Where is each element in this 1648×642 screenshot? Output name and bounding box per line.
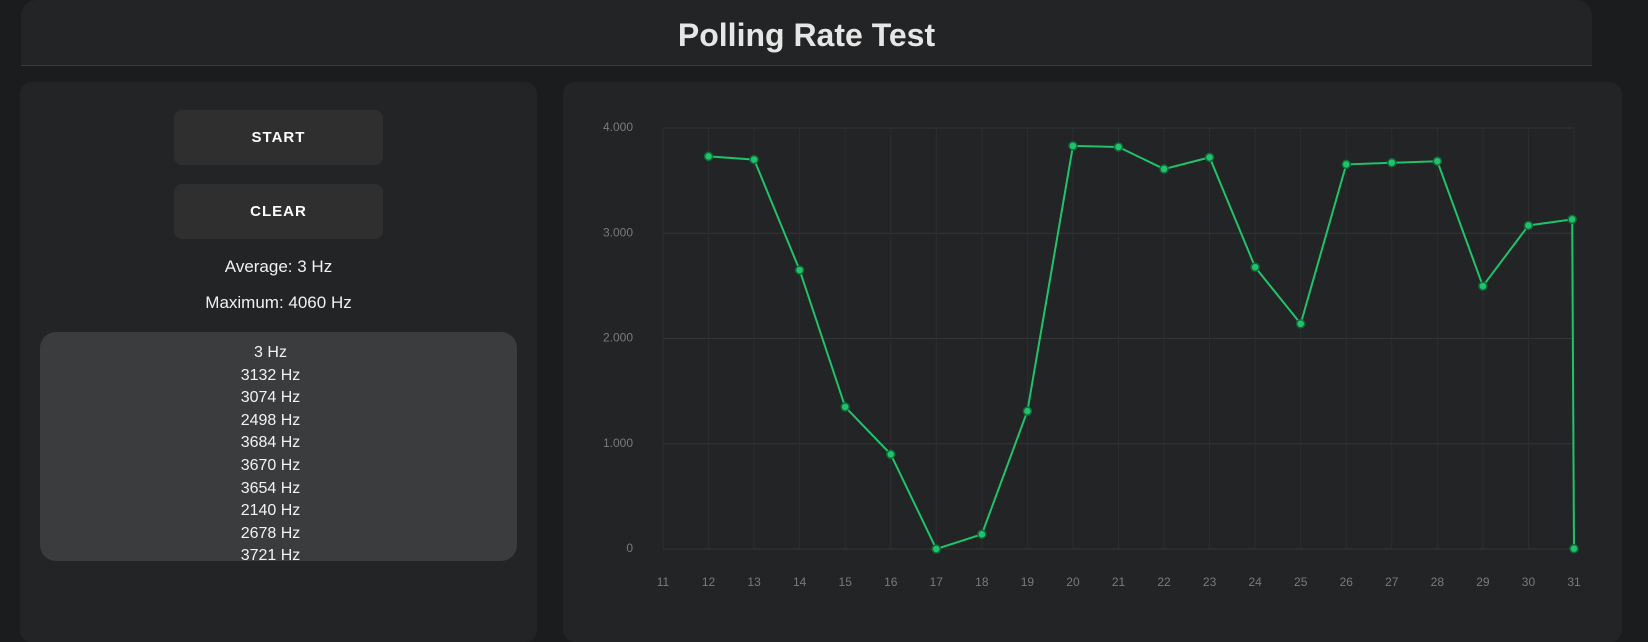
reading-item: 3074 Hz bbox=[240, 389, 301, 407]
control-panel: START CLEAR Average: 3 Hz Maximum: 4060 … bbox=[20, 82, 537, 642]
reading-item: 3 Hz bbox=[254, 344, 287, 361]
x-tick-label: 19 bbox=[1021, 575, 1035, 589]
reading-item: 3684 Hz bbox=[240, 434, 301, 452]
data-point bbox=[749, 154, 759, 165]
data-point bbox=[931, 544, 942, 554]
data-point bbox=[886, 449, 896, 460]
data-point bbox=[1113, 142, 1124, 152]
x-tick-label: 31 bbox=[1567, 575, 1581, 589]
reading-item: 2678 Hz bbox=[240, 524, 301, 542]
x-tick-label: 23 bbox=[1203, 575, 1217, 589]
data-point bbox=[1569, 543, 1579, 554]
y-tick-label: 1.000 bbox=[603, 436, 633, 450]
x-tick-label: 30 bbox=[1522, 575, 1536, 589]
x-tick-label: 17 bbox=[930, 575, 944, 589]
x-tick-label: 14 bbox=[793, 575, 807, 589]
x-tick-label: 22 bbox=[1157, 575, 1171, 589]
data-point bbox=[1387, 157, 1397, 168]
x-tick-label: 21 bbox=[1112, 575, 1126, 589]
page-title: Polling Rate Test bbox=[677, 17, 936, 53]
x-tick-label: 20 bbox=[1066, 575, 1080, 589]
x-tick-label: 26 bbox=[1340, 575, 1354, 589]
data-point bbox=[1523, 220, 1534, 231]
reading-item: 3654 Hz bbox=[240, 479, 301, 497]
clear-button[interactable]: CLEAR bbox=[174, 184, 383, 239]
x-tick-label: 13 bbox=[747, 575, 761, 589]
x-tick-label: 12 bbox=[702, 575, 716, 589]
y-tick-label: 0 bbox=[626, 541, 633, 555]
x-tick-label: 27 bbox=[1385, 575, 1399, 589]
x-tick-label: 28 bbox=[1431, 575, 1445, 589]
reading-item: 3670 Hz bbox=[240, 456, 301, 474]
x-tick-label: 18 bbox=[975, 575, 989, 589]
x-tick-label: 25 bbox=[1294, 575, 1308, 589]
data-point bbox=[1159, 164, 1169, 174]
data-point bbox=[1204, 152, 1215, 163]
reading-item: 3132 Hz bbox=[240, 366, 301, 384]
x-tick-label: 11 bbox=[657, 575, 670, 589]
reading-item: 2498 Hz bbox=[240, 411, 301, 429]
start-button[interactable]: START bbox=[174, 110, 383, 165]
data-point bbox=[1341, 159, 1351, 170]
data-point bbox=[1068, 141, 1078, 151]
reading-item: 2140 Hz bbox=[240, 502, 301, 520]
data-point bbox=[977, 529, 987, 540]
x-tick-label: 24 bbox=[1248, 575, 1262, 589]
chart-panel: 0 1.000 2.000 3.000 4.000 11 12 13 14 15 16 17 18 19 2… bbox=[563, 82, 1622, 642]
y-tick-label: 2.000 bbox=[603, 331, 633, 345]
header: Polling Rate Test bbox=[21, 0, 1592, 66]
chart: 0 1.000 2.000 3.000 4.000 11 12 13 14 15 16 17 18 19 2… bbox=[603, 120, 1581, 589]
x-tick-label: 29 bbox=[1476, 575, 1490, 589]
reading-item: 3721 Hz bbox=[240, 547, 301, 561]
data-point bbox=[1567, 214, 1577, 225]
data-point bbox=[794, 265, 805, 275]
data-point bbox=[1022, 406, 1033, 416]
data-point bbox=[1478, 281, 1488, 291]
x-tick-label: 15 bbox=[839, 575, 853, 589]
y-tick-label: 4.000 bbox=[603, 120, 633, 134]
x-tick-label: 16 bbox=[884, 575, 898, 589]
y-tick-label: 3.000 bbox=[603, 225, 633, 239]
data-line bbox=[708, 144, 1575, 551]
readings-list[interactable]: 3 Hz 3132 Hz 3074 Hz 2498 Hz 3684 Hz 3670 Hz 3… bbox=[40, 332, 517, 561]
data-point bbox=[1295, 319, 1306, 329]
data-point bbox=[1250, 262, 1260, 272]
average-text: Average: 3 Hz bbox=[224, 257, 333, 276]
data-point bbox=[1432, 156, 1443, 167]
data-point bbox=[703, 151, 714, 162]
data-point bbox=[840, 402, 850, 412]
maximum-text: Maximum: 4060 Hz bbox=[205, 293, 352, 312]
